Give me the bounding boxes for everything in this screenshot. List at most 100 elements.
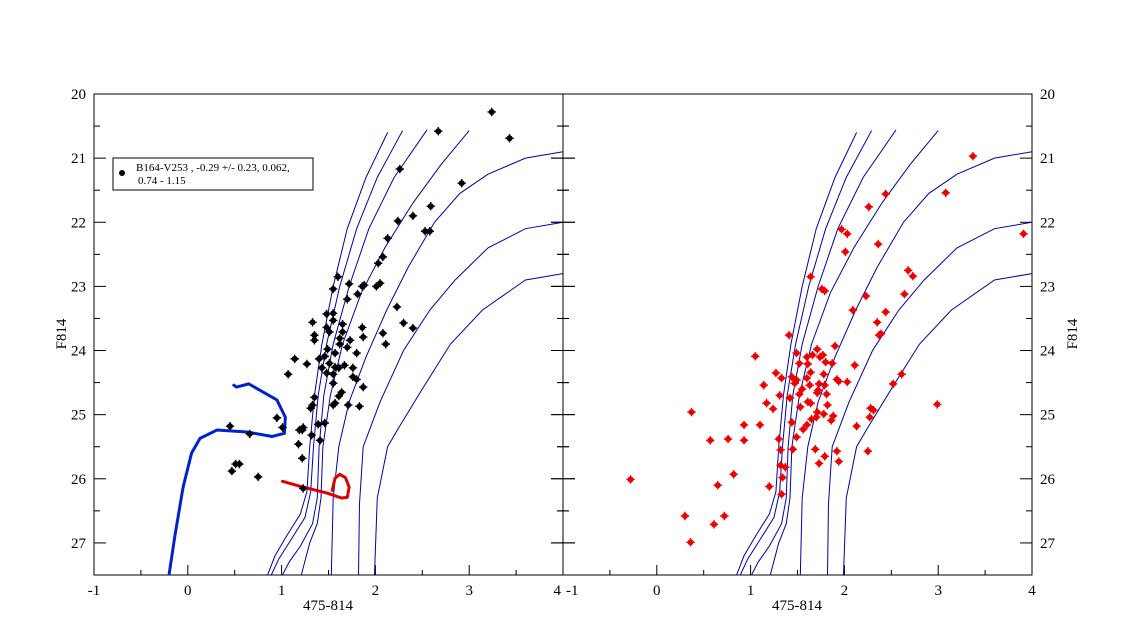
data-point [393, 216, 403, 226]
data-point [808, 350, 817, 360]
data-point [820, 452, 829, 461]
data-point [378, 252, 388, 262]
data-point [348, 363, 358, 373]
data-point [828, 359, 837, 368]
y-tick-label: 23 [1040, 279, 1055, 295]
data-point [823, 400, 832, 410]
data-point [814, 459, 824, 468]
y-tick-label: 21 [1040, 151, 1055, 167]
data-point [505, 134, 514, 143]
data-point [338, 320, 347, 329]
data-point [792, 432, 801, 442]
data-point [322, 309, 331, 319]
data-point [680, 511, 690, 521]
data-point [775, 391, 784, 400]
data-point [487, 107, 496, 117]
data-point [1019, 229, 1028, 239]
data-point [434, 126, 443, 136]
isochrone-line [270, 130, 404, 575]
data-point [687, 407, 696, 417]
isochrone-line [739, 130, 873, 575]
data-point [787, 372, 797, 382]
data-point [796, 402, 805, 412]
data-point [378, 329, 388, 338]
y-tick-label: 27 [71, 536, 87, 552]
data-point [313, 420, 323, 429]
data-point [330, 348, 340, 358]
y-tick-label: 22 [71, 215, 86, 231]
data-point [344, 279, 354, 289]
data-point [310, 336, 319, 345]
legend: B164-V253 , -0.29 +/- 0.23, 0.062, 0.74 … [112, 157, 314, 191]
data-point [841, 247, 850, 256]
data-point [308, 318, 317, 327]
data-point [843, 377, 852, 387]
data-point [330, 398, 340, 408]
isochrone-line [736, 132, 858, 575]
data-point [355, 402, 364, 411]
data-point [392, 302, 402, 312]
data-point [317, 363, 327, 373]
data-point [343, 343, 352, 352]
isochrone-line [827, 221, 1032, 575]
data-point [227, 466, 237, 476]
data-point [359, 332, 368, 342]
data-point [863, 447, 873, 456]
data-point [812, 388, 822, 398]
data-point [795, 389, 804, 399]
data-point [768, 404, 778, 414]
data-point [806, 398, 815, 408]
legend-line-2: 0.74 - 1.15 [138, 175, 186, 187]
data-point [795, 359, 804, 368]
data-point [755, 420, 765, 430]
data-point [353, 289, 362, 299]
data-point [788, 445, 798, 454]
data-point [253, 472, 263, 482]
x-tick-label: 4 [1028, 583, 1036, 599]
data-point [812, 345, 822, 354]
x-tick-label: 2 [372, 583, 380, 599]
data-point [345, 336, 355, 345]
data-point [322, 368, 331, 378]
x-tick-label: 3 [934, 583, 942, 599]
data-point [359, 280, 369, 290]
data-point [333, 272, 343, 281]
data-point [848, 305, 858, 315]
data-point [408, 323, 418, 333]
data-point [383, 234, 392, 243]
y-tick-label: 25 [71, 408, 86, 424]
data-point [315, 436, 325, 445]
data-point [328, 370, 338, 379]
data-point [425, 227, 435, 236]
y-tick-label: 26 [71, 472, 87, 488]
data-point [881, 307, 890, 317]
data-point [876, 329, 886, 339]
data-point [457, 178, 466, 188]
left-x-axis-label: 475-814 [303, 598, 353, 614]
data-point [328, 379, 338, 388]
data-point [777, 489, 786, 499]
x-tick-label: 2 [841, 583, 849, 599]
data-point [777, 373, 786, 383]
isochrone-line [267, 132, 389, 575]
data-point [771, 368, 781, 378]
y-tick-label: 21 [71, 151, 86, 167]
data-point [811, 445, 820, 454]
data-point [821, 357, 830, 367]
data-point [328, 316, 338, 325]
data-point [751, 352, 760, 361]
data-point [832, 447, 842, 456]
isochrone-line [300, 130, 470, 575]
data-point [340, 361, 349, 370]
data-point [802, 420, 812, 430]
data-point [762, 398, 771, 408]
left-y-axis-label: F814 [54, 318, 70, 349]
data-point [897, 370, 906, 379]
y-tick-label: 26 [1040, 472, 1056, 488]
right-x-axis-label: 475-814 [772, 598, 822, 614]
data-point [802, 373, 812, 383]
y-tick-label: 20 [71, 87, 86, 103]
data-point [328, 284, 338, 294]
data-point [272, 413, 282, 423]
